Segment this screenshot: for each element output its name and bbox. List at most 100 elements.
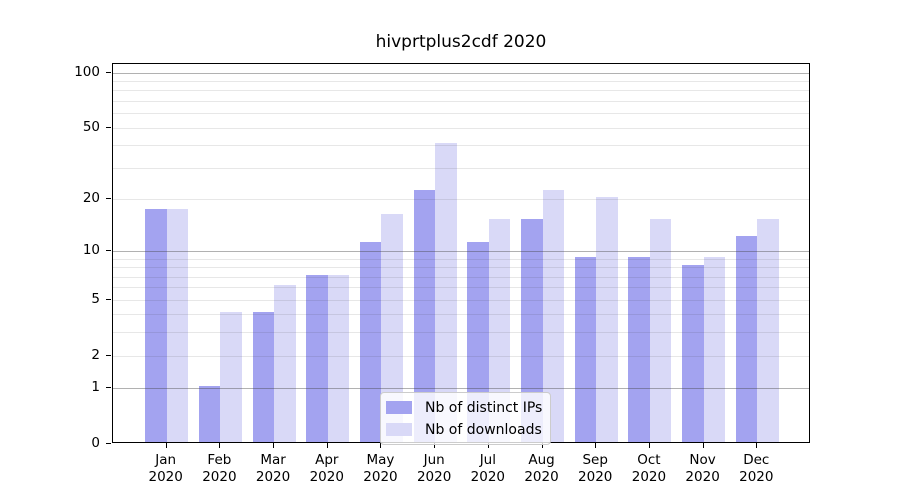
y-tick-label-20: 20 (82, 189, 100, 206)
major-gridline-100 (113, 72, 809, 74)
major-gridline-1 (113, 388, 809, 390)
legend: Nb of distinct IPs Nb of downloads (380, 392, 552, 445)
x-tick-jun (434, 443, 436, 448)
x-tick-month: Nov (689, 452, 716, 468)
y-tick-10 (106, 249, 111, 251)
bar-feb-distinct-ips (198, 386, 221, 442)
x-tick-may (380, 443, 382, 448)
y-tick-20 (106, 197, 111, 199)
x-tick-year: 2020 (631, 469, 667, 485)
y-tick-5 (106, 298, 111, 300)
major-gridline-10 (113, 250, 809, 252)
y-tick-label-0: 0 (91, 435, 100, 451)
x-tick-year: 2020 (202, 469, 237, 485)
bar-dec-distinct-ips (735, 235, 758, 442)
minor-gridline-60 (113, 113, 809, 115)
y-tick-50 (106, 126, 111, 128)
bar-jan-downloads (166, 209, 189, 442)
minor-gridline-3 (113, 332, 809, 334)
minor-gridline-5 (113, 299, 809, 301)
y-tick-100 (106, 71, 111, 73)
minor-gridline-2 (113, 355, 809, 357)
x-tick-oct (648, 443, 650, 448)
minor-gridline-90 (113, 80, 809, 82)
minor-gridline-8 (113, 267, 809, 269)
x-tick-label-sep: Sep 2020 (563, 452, 627, 486)
x-tick-label-mar: Mar 2020 (241, 452, 305, 486)
bar-mar-downloads (274, 285, 296, 442)
bar-jul-downloads (488, 218, 511, 442)
y-tick-label-100: 100 (74, 63, 100, 80)
bar-jan-distinct-ips (145, 209, 167, 442)
minor-gridline-30 (113, 167, 809, 169)
minor-gridline-4 (113, 314, 809, 316)
bar-jun-downloads (435, 143, 457, 442)
x-tick-year: 2020 (685, 469, 720, 485)
x-tick-month: Mar (260, 452, 286, 468)
y-tick-1 (106, 387, 111, 389)
x-tick-feb (219, 443, 221, 448)
legend-swatch-downloads (386, 423, 412, 436)
x-tick-label-apr: Apr 2020 (295, 452, 359, 486)
x-tick-label-aug: Aug 2020 (510, 452, 574, 486)
y-tick-label-1: 1 (91, 379, 100, 396)
x-tick-label-jun: Jun 2020 (402, 452, 466, 486)
bar-nov-distinct-ips (682, 265, 704, 442)
bar-oct-distinct-ips (628, 256, 650, 442)
chart-title: hivprtplus2cdf 2020 (375, 32, 547, 52)
x-tick-apr (326, 443, 328, 448)
x-tick-year: 2020 (739, 469, 774, 485)
legend-label-downloads: Nb of downloads (425, 421, 542, 438)
y-tick-2 (106, 354, 111, 356)
x-tick-jan (165, 443, 167, 448)
minor-gridline-6 (113, 287, 809, 289)
bar-may-downloads (381, 213, 403, 442)
x-tick-label-jul: Jul 2020 (456, 452, 520, 486)
x-tick-year: 2020 (524, 469, 559, 485)
bar-apr-distinct-ips (306, 274, 328, 442)
x-tick-month: Jan (155, 452, 177, 468)
x-tick-month: May (366, 452, 395, 468)
x-tick-year: 2020 (309, 469, 344, 485)
bar-nov-downloads (703, 256, 726, 442)
bar-may-distinct-ips (359, 242, 382, 442)
bar-apr-downloads (327, 274, 350, 442)
x-tick-label-feb: Feb 2020 (187, 452, 251, 486)
bar-sep-downloads (596, 196, 618, 442)
x-tick-year: 2020 (148, 469, 183, 485)
bar-oct-downloads (649, 218, 672, 442)
x-tick-mar (273, 443, 275, 448)
x-tick-jul (487, 443, 489, 448)
x-tick-sep (595, 443, 597, 448)
y-tick-0 (106, 443, 111, 444)
x-tick-year: 2020 (416, 469, 452, 485)
y-tick-label-2: 2 (91, 346, 100, 363)
x-tick-month: Feb (207, 452, 232, 468)
x-tick-label-nov: Nov 2020 (671, 452, 735, 486)
bar-jun-distinct-ips (413, 189, 436, 442)
x-tick-year: 2020 (255, 469, 291, 485)
x-tick-month: Dec (743, 452, 770, 468)
y-tick-label-5: 5 (91, 290, 100, 307)
bar-aug-downloads (542, 189, 564, 442)
bar-aug-distinct-ips (521, 218, 543, 442)
x-tick-month: Jul (479, 452, 496, 468)
minor-gridline-70 (113, 100, 809, 102)
x-tick-month: Oct (637, 452, 661, 468)
x-tick-month: Apr (315, 452, 339, 468)
y-tick-label-10: 10 (82, 241, 100, 258)
plot-area: Nb of distinct IPs Nb of downloads (112, 63, 810, 445)
x-tick-month: Aug (528, 452, 555, 468)
x-tick-year: 2020 (470, 469, 506, 485)
bar-sep-distinct-ips (574, 256, 597, 442)
bar-mar-distinct-ips (252, 312, 275, 442)
x-tick-year: 2020 (578, 469, 613, 485)
x-tick-dec (756, 443, 758, 448)
bar-dec-downloads (757, 218, 779, 442)
legend-entry-downloads: Nb of downloads (386, 420, 542, 439)
x-tick-label-dec: Dec 2020 (724, 452, 788, 486)
minor-gridline-9 (113, 258, 809, 260)
minor-gridline-50 (113, 127, 809, 129)
minor-gridline-20 (113, 198, 809, 200)
